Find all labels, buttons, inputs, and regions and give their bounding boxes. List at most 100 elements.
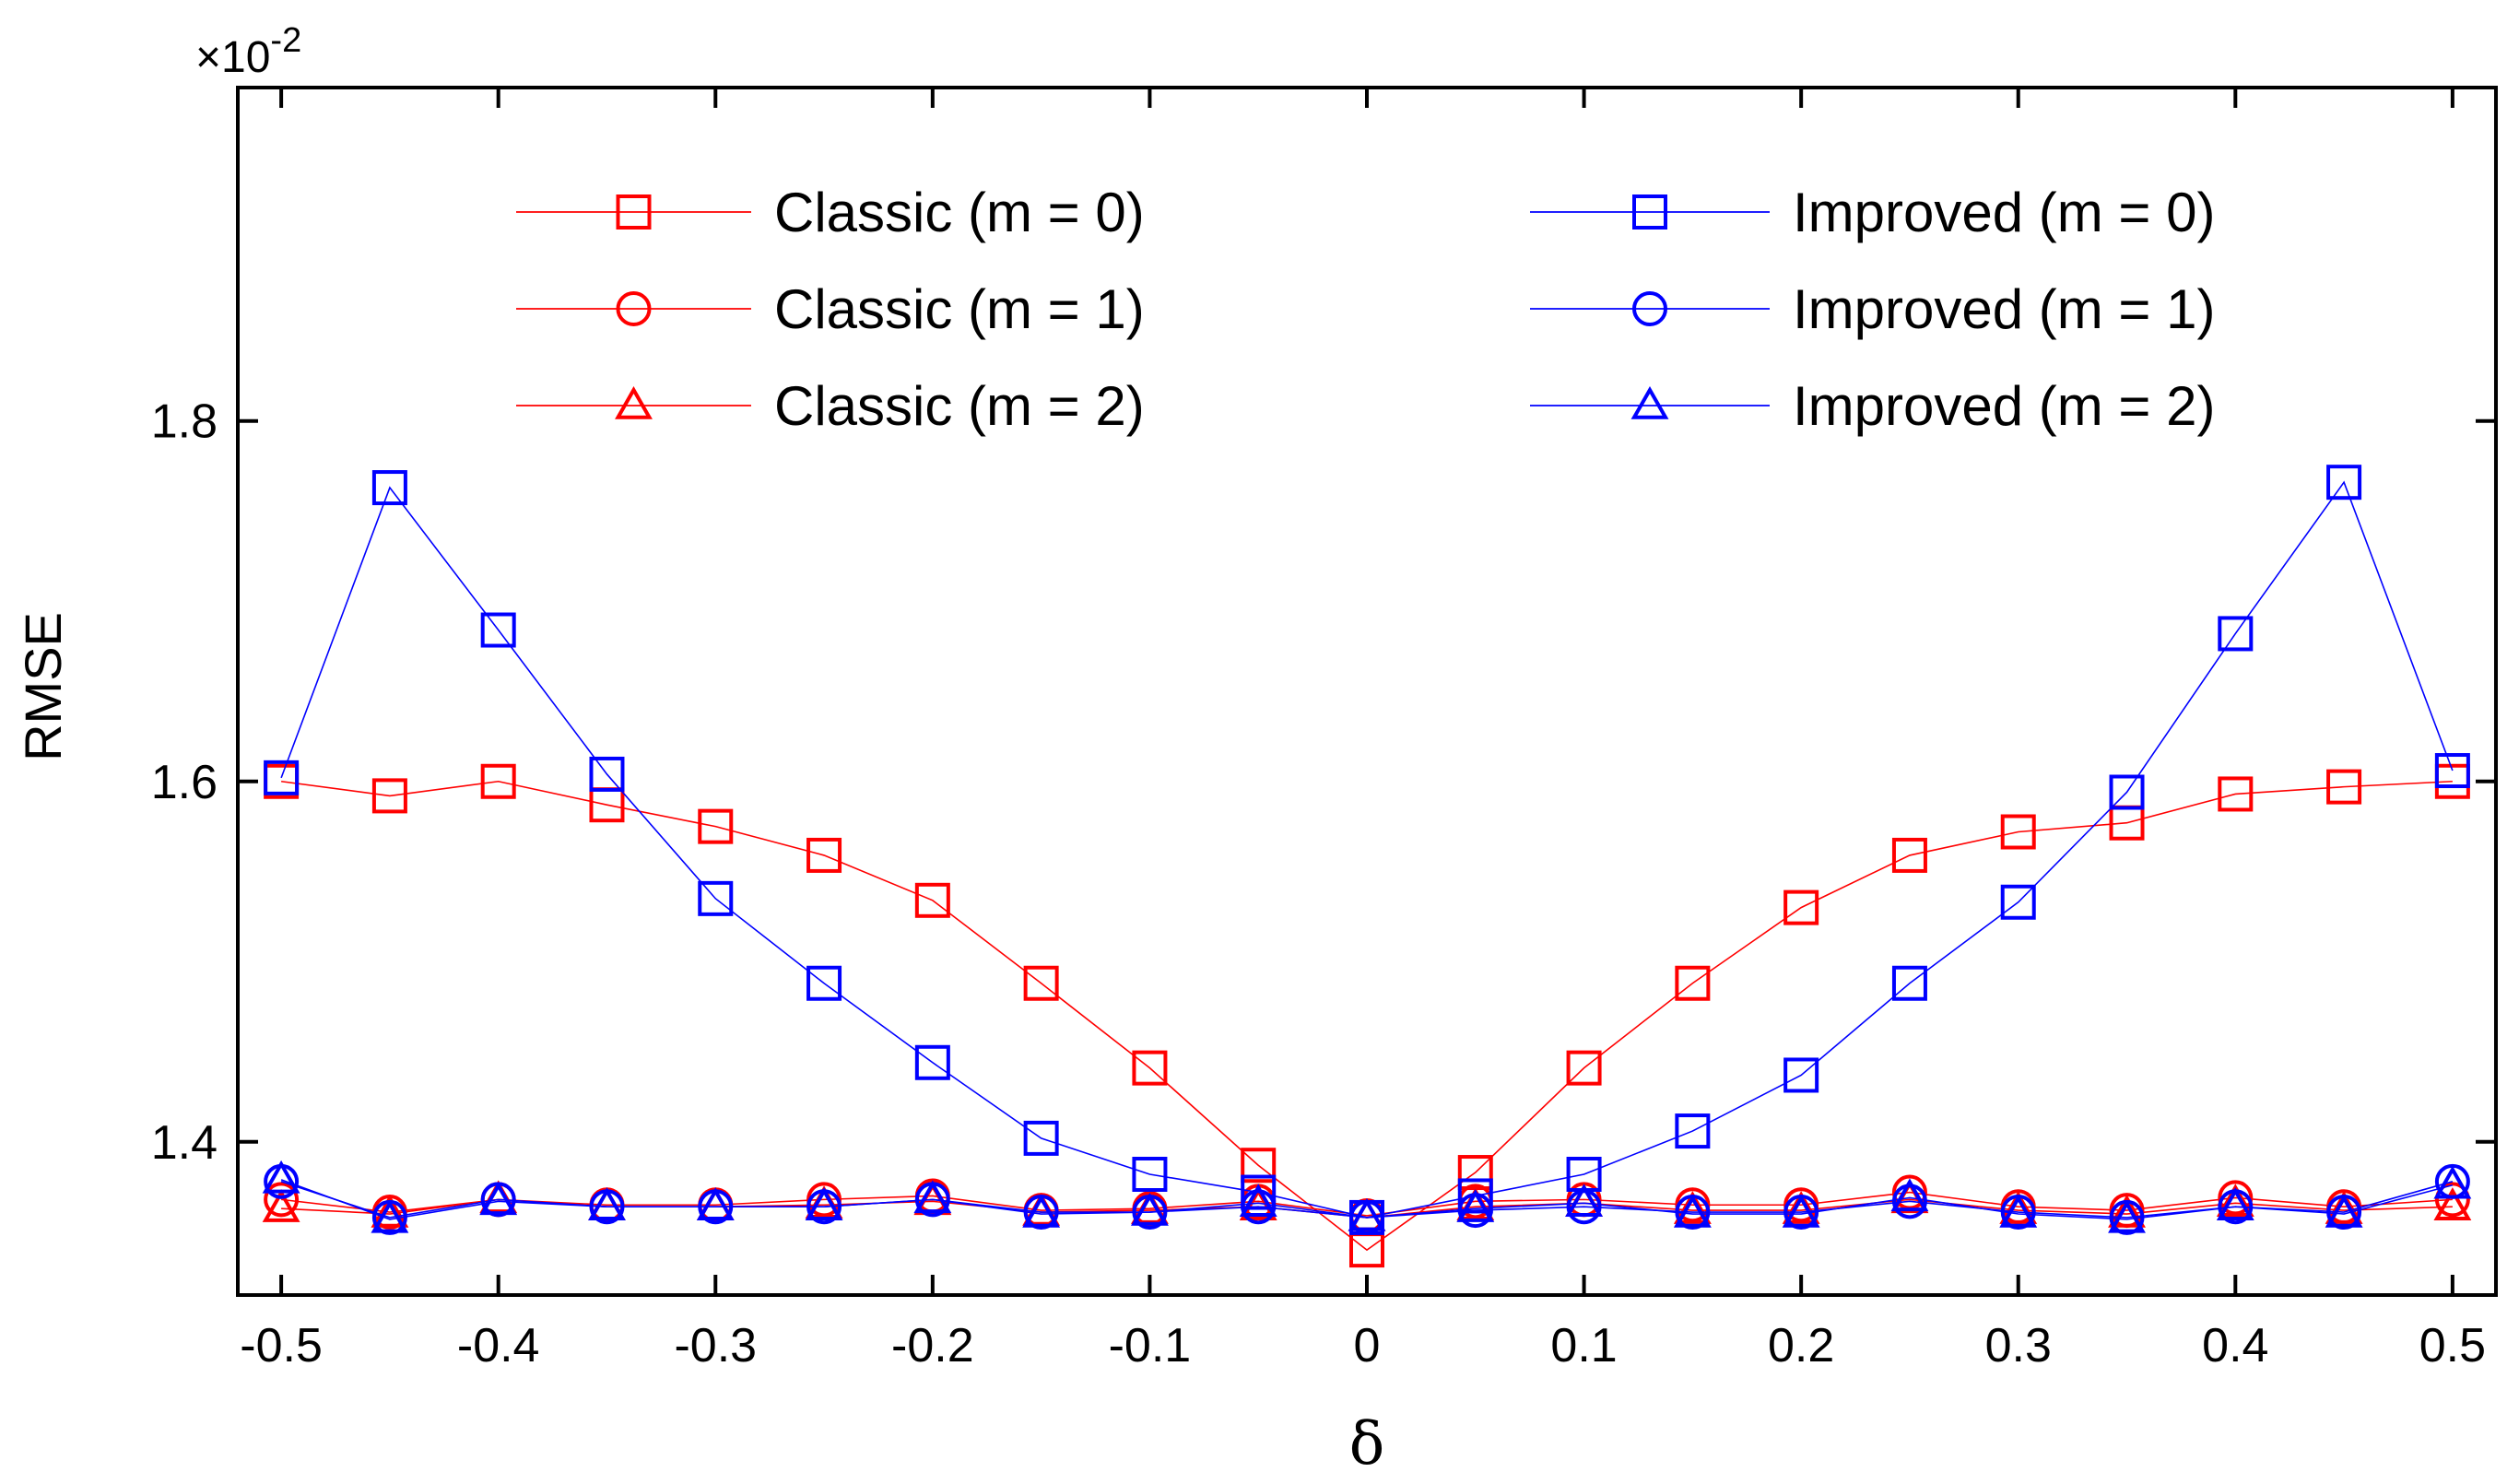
legend-label: Classic (m = 1) bbox=[774, 278, 1145, 340]
data-point bbox=[2326, 769, 2362, 805]
series-3 bbox=[264, 465, 2470, 1235]
series-layer bbox=[262, 465, 2472, 1268]
scale-multiplier: ×10 bbox=[195, 33, 270, 82]
data-point bbox=[1348, 1197, 1386, 1231]
legend-label: Classic (m = 2) bbox=[774, 375, 1145, 437]
legend: Classic (m = 0) Classic (m = 1) Classic (m… bbox=[516, 182, 2215, 437]
data-point bbox=[2000, 884, 2036, 920]
legend-marker bbox=[1632, 194, 1667, 230]
legend-marker bbox=[1630, 385, 1669, 419]
data-point bbox=[1999, 1194, 2038, 1228]
data-point bbox=[1783, 1057, 1819, 1093]
legend-entry: Classic (m = 1) bbox=[516, 278, 1145, 340]
plot-frame bbox=[236, 86, 2498, 1297]
x-tick-label: 0.5 bbox=[2419, 1319, 2486, 1372]
legend-label: Classic (m = 0) bbox=[774, 182, 1145, 243]
series-line bbox=[281, 780, 2453, 1252]
data-point bbox=[1566, 1050, 1602, 1086]
data-point bbox=[371, 778, 407, 814]
data-point bbox=[2000, 814, 2036, 850]
legend-entry: Improved (m = 2) bbox=[1530, 375, 2215, 437]
data-point bbox=[264, 760, 300, 795]
y-tick-label: 1.8 bbox=[151, 395, 218, 449]
data-point bbox=[2434, 753, 2470, 789]
x-tick-label: -0.5 bbox=[240, 1319, 323, 1372]
data-point bbox=[2218, 776, 2254, 812]
data-point bbox=[371, 1199, 409, 1233]
x-axis-title: δ bbox=[1349, 1410, 1385, 1478]
series-0 bbox=[264, 763, 2470, 1268]
y-tick-label: 1.6 bbox=[151, 756, 218, 809]
data-point bbox=[913, 1180, 952, 1214]
y-axis-title: RMSE bbox=[14, 612, 72, 761]
data-point bbox=[264, 1182, 300, 1218]
data-point bbox=[806, 965, 842, 1001]
legend-label: Improved (m = 1) bbox=[1793, 278, 2215, 340]
data-point bbox=[480, 763, 516, 799]
data-point bbox=[1239, 1184, 1277, 1218]
data-point bbox=[2325, 1194, 2363, 1228]
data-point bbox=[696, 1187, 735, 1220]
data-point bbox=[1241, 1174, 1277, 1210]
x-tick-label: -0.3 bbox=[674, 1319, 757, 1372]
data-point bbox=[480, 612, 516, 648]
data-point bbox=[479, 1182, 518, 1216]
data-point bbox=[371, 1194, 409, 1228]
data-point bbox=[1783, 889, 1819, 925]
data-point bbox=[1132, 1157, 1168, 1192]
data-point bbox=[1022, 1194, 1061, 1228]
data-point bbox=[1130, 1193, 1169, 1226]
legend-entry: Classic (m = 2) bbox=[516, 375, 1145, 437]
data-point bbox=[2433, 1165, 2472, 1199]
data-point bbox=[2109, 774, 2145, 810]
data-point bbox=[371, 470, 407, 506]
data-point bbox=[1132, 1050, 1168, 1086]
data-point bbox=[2108, 1199, 2146, 1233]
data-point bbox=[2434, 1182, 2470, 1218]
data-point bbox=[1023, 965, 1059, 1001]
data-point bbox=[698, 880, 734, 916]
axis-ticks: -0.5 -0.4 -0.3 -0.2 -0.1 0 0.1 0.2 0.3 0.4 0.5 1.4 1… bbox=[151, 88, 2496, 1372]
x-tick-label: 0.4 bbox=[2202, 1319, 2268, 1372]
x-tick-label: 0 bbox=[1354, 1319, 1381, 1372]
data-point bbox=[914, 882, 950, 918]
legend-entry: Improved (m = 0) bbox=[1530, 182, 2215, 243]
data-point bbox=[805, 1187, 843, 1220]
data-point bbox=[2433, 1187, 2472, 1220]
series-line bbox=[280, 480, 2454, 1219]
legend-marker bbox=[615, 385, 653, 419]
series-line bbox=[281, 1191, 2453, 1217]
legend-label: Improved (m = 0) bbox=[1793, 182, 2215, 243]
data-point bbox=[806, 837, 842, 873]
scale-factor: ×10-2 bbox=[195, 21, 301, 82]
legend-entry: Classic (m = 0) bbox=[516, 182, 1145, 243]
data-point bbox=[1241, 1148, 1277, 1184]
series-line bbox=[280, 1179, 2454, 1220]
x-tick-label: 0.3 bbox=[1985, 1319, 2052, 1372]
x-tick-label: 0.2 bbox=[1768, 1319, 1834, 1372]
data-point bbox=[1456, 1189, 1495, 1222]
data-point bbox=[262, 1189, 300, 1222]
x-tick-label: 0.1 bbox=[1550, 1319, 1617, 1372]
x-tick-label: -0.2 bbox=[891, 1319, 974, 1372]
data-point bbox=[698, 808, 734, 844]
data-point bbox=[588, 1187, 626, 1220]
data-point bbox=[1675, 1113, 1711, 1149]
data-point bbox=[2326, 465, 2362, 501]
legend-marker bbox=[1632, 291, 1667, 326]
data-point bbox=[589, 756, 625, 792]
data-point bbox=[1891, 965, 1927, 1001]
data-point bbox=[2216, 1187, 2254, 1220]
data-point bbox=[262, 1160, 300, 1194]
data-point bbox=[914, 1044, 950, 1080]
data-point bbox=[2218, 616, 2254, 652]
x-tick-label: -0.1 bbox=[1109, 1319, 1192, 1372]
y-tick-label: 1.4 bbox=[151, 1116, 218, 1170]
data-point bbox=[1023, 1120, 1059, 1156]
legend-entry: Improved (m = 1) bbox=[1530, 278, 2215, 340]
series-5 bbox=[262, 1160, 2472, 1233]
data-point bbox=[1457, 1178, 1493, 1214]
legend-label: Improved (m = 2) bbox=[1793, 375, 2215, 437]
scale-exponent: -2 bbox=[270, 21, 301, 60]
